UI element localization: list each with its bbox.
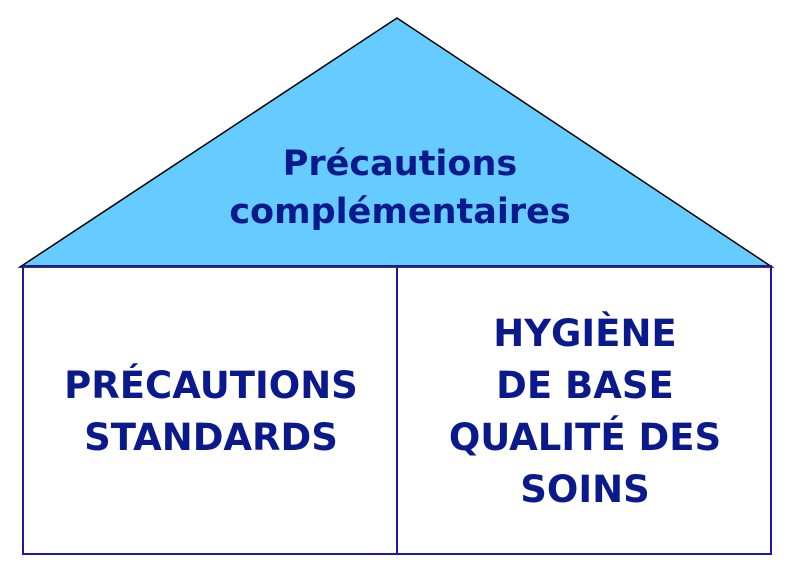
right-box <box>396 265 772 555</box>
left-box-label: PRÉCAUTIONS STANDARDS <box>24 360 398 464</box>
left-box-line-1: PRÉCAUTIONS <box>64 364 358 407</box>
roof-label-line-1: Précautions <box>282 144 518 184</box>
roof-label-line-2: complémentaires <box>229 192 571 232</box>
right-box-line-2: DE BASE <box>496 364 674 407</box>
right-box-line-4: SOINS <box>520 468 650 511</box>
right-box-label: HYGIÈNE DE BASE QUALITÉ DES SOINS <box>398 308 772 516</box>
left-box-line-2: STANDARDS <box>84 416 338 459</box>
roof-label: Précautions complémentaires <box>170 140 630 236</box>
right-box-line-1: HYGIÈNE <box>493 312 677 355</box>
right-box-line-3: QUALITÉ DES <box>448 416 722 459</box>
